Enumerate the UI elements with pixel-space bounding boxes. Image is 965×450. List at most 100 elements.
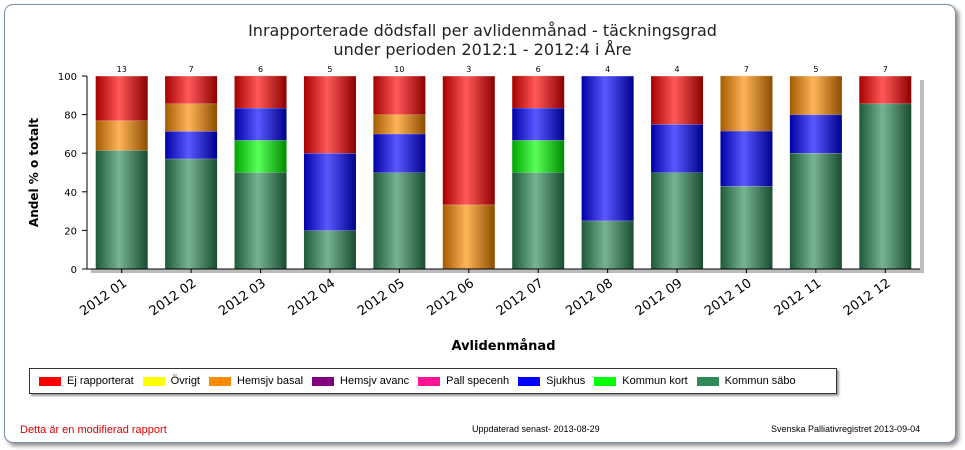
bar-segment [789, 114, 842, 154]
y-tick-label: 40 [64, 188, 77, 199]
x-tick-label: 2012 06 [424, 276, 477, 319]
bar-total-label: 7 [883, 65, 888, 74]
y-tick-label: 20 [64, 226, 77, 237]
x-tick-label: 2012 09 [633, 276, 686, 319]
modified-report-note: Detta är en modifierad rapport [20, 424, 167, 436]
bar-segment [512, 172, 565, 269]
bar-total-label: 3 [466, 65, 471, 74]
legend-item: Pall specenh [418, 375, 509, 387]
legend-swatch [518, 376, 541, 386]
bar-segment [512, 75, 565, 109]
bar-total-label: 5 [813, 65, 818, 74]
bar-segment [165, 131, 218, 159]
legend-label: Övrigt [170, 375, 200, 387]
bar-segment [442, 76, 495, 205]
bar-total-label: 4 [605, 65, 610, 74]
bar-segment [789, 153, 842, 269]
y-tick-label: 80 [64, 111, 77, 122]
bar-segment [512, 140, 565, 173]
bar-segment [789, 76, 842, 115]
x-tick-label: 2012 11 [772, 276, 825, 319]
bar-segment [303, 76, 356, 154]
x-tick-label: 2012 01 [77, 276, 130, 319]
bar-segment [234, 108, 287, 141]
legend-swatch [418, 376, 441, 386]
bar-segment [651, 172, 704, 269]
bar-segment [442, 204, 495, 269]
bar-segment [512, 108, 565, 141]
legend-item: Kommun kort [594, 375, 688, 387]
legend-label: Hemsjv basal [237, 375, 304, 387]
bar-segment [651, 124, 704, 173]
bar-total-label: 6 [258, 65, 263, 74]
x-tick-label: 2012 02 [147, 276, 200, 319]
bar-segment [373, 114, 426, 134]
bar-segment [720, 186, 773, 269]
legend-label: Ej rapporterat [67, 375, 134, 387]
legend-item: Kommun säbo [696, 375, 796, 387]
bar-segment [581, 76, 634, 221]
bar-total-label: 6 [536, 65, 541, 74]
bar-segment [95, 150, 148, 269]
registry-date: Svenska Palliativregistret 2013-09-04 [771, 424, 921, 434]
legend-label: Kommun kort [622, 375, 688, 387]
bar-total-label: 10 [394, 65, 404, 74]
legend-item: Hemsjv basal [209, 375, 303, 387]
bar-segment [303, 230, 356, 269]
bar-segment [234, 140, 287, 173]
bar-total-label: 4 [674, 65, 679, 74]
bar-segment [720, 131, 773, 187]
x-tick-label: 2012 04 [286, 276, 339, 319]
bar-segment [165, 103, 218, 132]
y-tick-label: 0 [71, 265, 77, 276]
legend-item: Ej rapporterat [39, 375, 134, 387]
y-axis-label: Andel % o totalt [27, 118, 41, 227]
chart-title: Inrapporterade dödsfall per avlidenmånad… [248, 21, 717, 40]
legend-swatch [594, 376, 617, 386]
y-tick-label: 100 [58, 72, 77, 83]
legend-swatch [312, 376, 335, 386]
legend-item: Sjukhus [518, 375, 585, 387]
bar-segment [373, 172, 426, 269]
bar-segment [165, 76, 218, 104]
x-tick-label: 2012 10 [702, 276, 755, 319]
x-tick-label: 2012 03 [216, 276, 269, 319]
bar-segment [303, 153, 356, 231]
bar-segment [859, 103, 912, 269]
bar-total-label: 7 [189, 65, 194, 74]
x-tick-label: 2012 07 [494, 276, 547, 319]
y-tick-label: 60 [64, 149, 77, 160]
bar-total-label: 5 [327, 65, 332, 74]
legend-swatch [696, 376, 719, 386]
x-axis-label: Avlidenmånad [451, 339, 555, 354]
x-tick-label: 2012 08 [563, 276, 616, 319]
legend-swatch [209, 376, 231, 386]
bar-segment [859, 76, 912, 104]
legend-label: Hemsjv avanc [340, 375, 410, 387]
bar-segment [165, 158, 218, 269]
legend-item: Övrigt [142, 375, 200, 387]
bar-total-label: 13 [117, 65, 127, 74]
bar-segment [95, 76, 148, 121]
legend-label: Sjukhus [546, 375, 586, 387]
bar-segment [373, 76, 426, 115]
chart-subtitle: under perioden 2012:1 - 2012:4 i Åre [333, 40, 632, 59]
bar-segment [581, 220, 634, 269]
legend-swatch [142, 376, 165, 386]
x-tick-label: 2012 12 [841, 276, 894, 319]
chart-legend: Ej rapporterat Övrigt Hemsjv basal Hemsjv a… [29, 368, 837, 394]
legend-item: Hemsjv avanc [312, 375, 409, 387]
bar-segment [95, 120, 148, 151]
x-tick-label: 2012 05 [355, 276, 408, 319]
bar-segment [651, 76, 704, 125]
bar-segment [720, 75, 773, 132]
bar-segment [234, 172, 287, 269]
legend-label: Pall specenh [446, 375, 510, 387]
updated-date: Uppdaterad senast- 2013-08-29 [472, 424, 600, 434]
bar-segment [234, 75, 287, 109]
legend-label: Kommun säbo [724, 375, 796, 387]
bar-total-label: 7 [744, 65, 749, 74]
legend-swatch [39, 376, 61, 386]
bar-segment [373, 133, 426, 173]
